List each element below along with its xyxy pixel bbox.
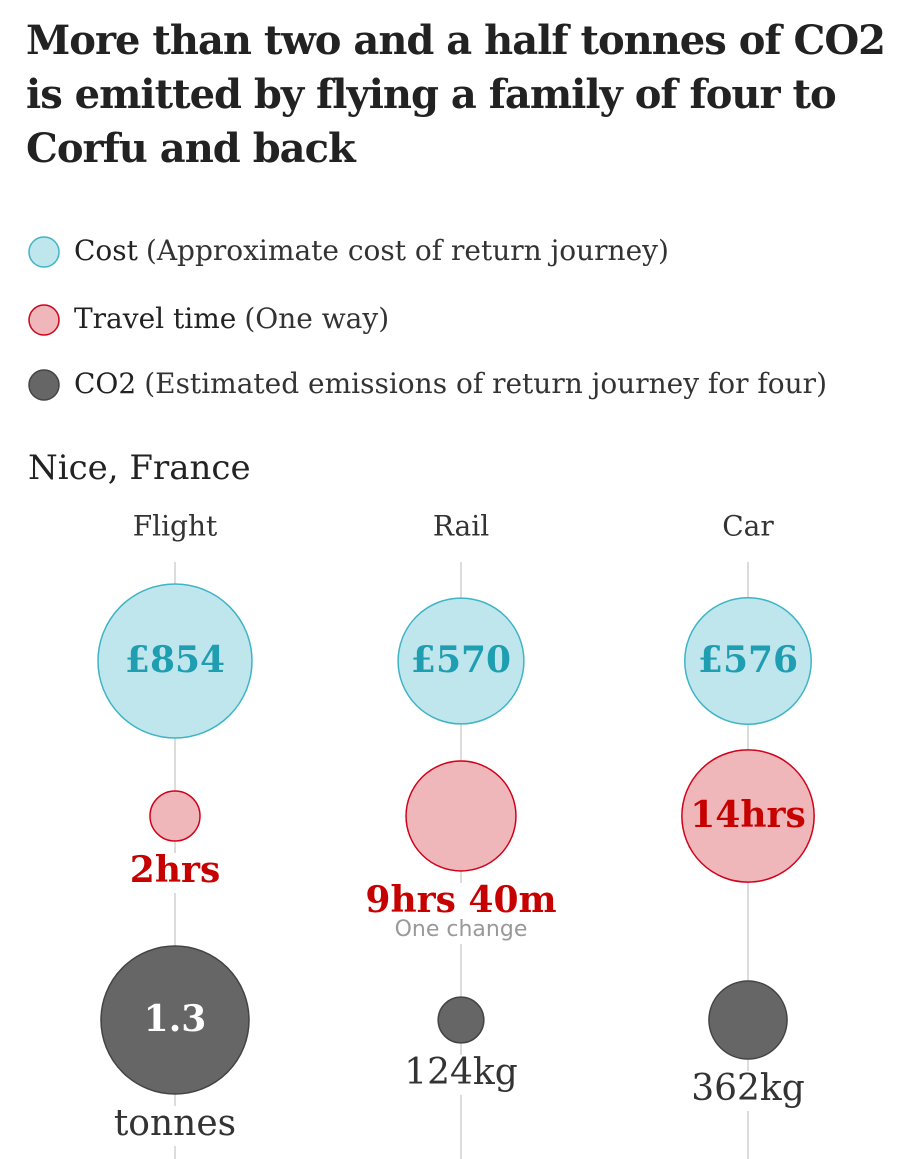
category-label: Flight <box>133 510 218 543</box>
legend-label: CO2 (Estimated emissions of return journe… <box>74 367 827 400</box>
legend-marker <box>28 369 60 401</box>
bubble <box>397 597 525 725</box>
label-background <box>687 1071 809 1112</box>
label-background <box>400 1054 522 1095</box>
bubble <box>149 790 201 842</box>
value-label: 1.3 <box>144 998 207 1040</box>
bubble <box>405 760 517 872</box>
category-label: Rail <box>433 510 489 543</box>
bubble <box>708 980 788 1060</box>
label-background <box>390 915 532 944</box>
legend-marker <box>28 304 60 336</box>
subtitle: Nice, France <box>28 448 251 488</box>
legend-label: Travel time (One way) <box>74 302 389 335</box>
category-label: Car <box>722 510 774 543</box>
bubble <box>684 597 812 725</box>
value-label: 362kg <box>691 1068 805 1109</box>
chart-title: More than two and a half tonnes of CO2 i… <box>26 17 886 172</box>
bubble <box>681 749 815 883</box>
label-background <box>125 853 225 893</box>
legend-description: (Approximate cost of return journey) <box>146 234 669 267</box>
bubble <box>100 945 250 1095</box>
value-label: 2hrs <box>130 849 220 891</box>
legend-name: Travel time <box>74 302 236 335</box>
value-label: 124kg <box>404 1052 518 1093</box>
legend-description: (Estimated emissions of return journey f… <box>144 367 827 400</box>
note: One change <box>395 917 528 942</box>
value-label: £854 <box>125 639 225 681</box>
label-background <box>109 1106 241 1146</box>
legend-name: CO2 <box>74 367 136 400</box>
value-label: tonnes <box>114 1103 236 1144</box>
value-label: £570 <box>411 639 511 681</box>
value-label: 9hrs 40m <box>365 879 556 921</box>
legend-name: Cost <box>74 234 139 267</box>
legend-label: Cost (Approximate cost of return journey) <box>74 234 669 267</box>
value-label: 14hrs <box>690 794 806 836</box>
value-label: £576 <box>698 639 798 681</box>
legend-description: (One way) <box>244 302 389 335</box>
legend-marker <box>28 236 60 268</box>
bubble <box>97 583 253 739</box>
bubble <box>437 996 485 1044</box>
